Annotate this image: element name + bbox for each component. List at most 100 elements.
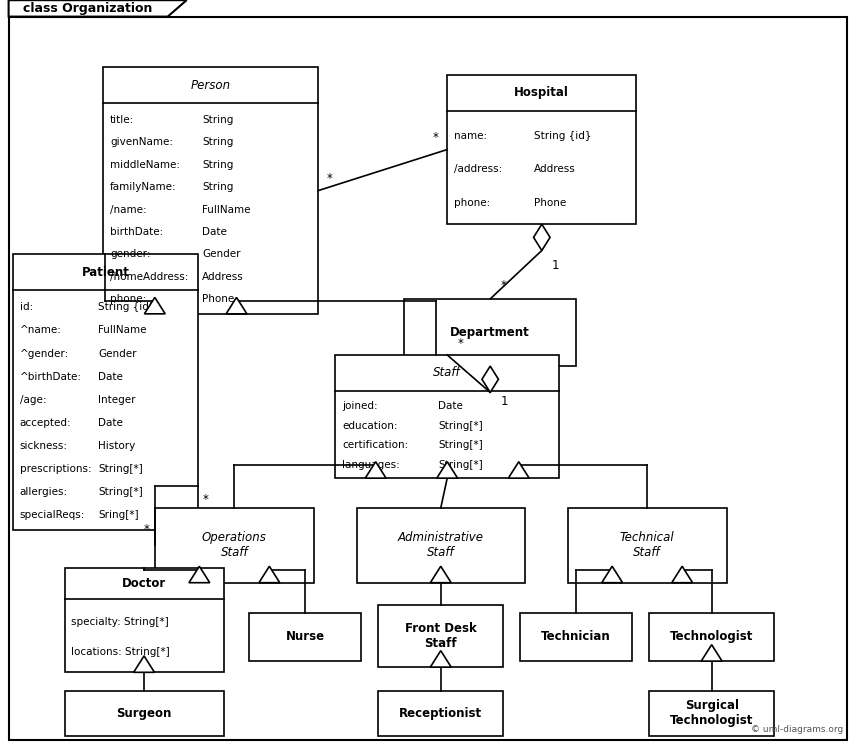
Text: Receptionist: Receptionist [399, 707, 482, 720]
Polygon shape [189, 566, 210, 583]
Text: Integer: Integer [98, 394, 136, 405]
Text: Date: Date [98, 372, 123, 382]
Text: String[*]: String[*] [98, 487, 143, 498]
Text: Surgeon: Surgeon [116, 707, 172, 720]
Text: Technologist: Technologist [670, 630, 753, 643]
Text: *: * [458, 337, 464, 350]
Text: /address:: /address: [454, 164, 502, 174]
Text: *: * [144, 524, 150, 536]
Text: languages:: languages: [342, 460, 400, 470]
Text: Surgical
Technologist: Surgical Technologist [670, 699, 753, 728]
Text: id:: id: [20, 303, 33, 312]
Text: Administrative
Staff: Administrative Staff [397, 531, 483, 560]
Text: Nurse: Nurse [286, 630, 325, 643]
Polygon shape [430, 651, 452, 667]
Text: Date: Date [439, 400, 464, 411]
Text: Person: Person [191, 79, 230, 92]
Text: Date: Date [98, 418, 123, 428]
Polygon shape [508, 462, 529, 478]
FancyBboxPatch shape [357, 508, 525, 583]
Text: Doctor: Doctor [122, 577, 166, 590]
FancyBboxPatch shape [568, 508, 727, 583]
Text: middleName:: middleName: [110, 160, 180, 170]
Text: 1: 1 [501, 395, 508, 409]
Text: phone:: phone: [110, 294, 146, 304]
FancyBboxPatch shape [378, 691, 503, 736]
Text: givenName:: givenName: [110, 137, 173, 147]
FancyBboxPatch shape [249, 613, 361, 661]
Text: Address: Address [534, 164, 576, 174]
Text: String: String [202, 182, 233, 192]
Text: education:: education: [342, 421, 398, 430]
Text: /name:: /name: [110, 205, 147, 214]
Polygon shape [672, 566, 692, 583]
Text: familyName:: familyName: [110, 182, 176, 192]
Text: *: * [327, 172, 333, 185]
Polygon shape [366, 462, 386, 478]
Text: String: String [202, 115, 233, 125]
Polygon shape [533, 224, 550, 250]
FancyBboxPatch shape [64, 691, 224, 736]
Text: locations: String[*]: locations: String[*] [71, 648, 170, 657]
FancyBboxPatch shape [155, 508, 314, 583]
Polygon shape [9, 0, 187, 16]
Text: *: * [433, 131, 439, 143]
Text: © uml-diagrams.org: © uml-diagrams.org [751, 725, 843, 734]
Text: Patient: Patient [82, 265, 129, 279]
Text: String: String [202, 137, 233, 147]
FancyBboxPatch shape [13, 254, 198, 530]
Polygon shape [133, 656, 155, 672]
Text: History: History [98, 441, 135, 451]
Polygon shape [602, 566, 623, 583]
Text: String[*]: String[*] [439, 441, 483, 450]
Polygon shape [144, 297, 165, 314]
FancyBboxPatch shape [404, 299, 576, 366]
Text: /homeAddress:: /homeAddress: [110, 272, 188, 282]
Polygon shape [259, 566, 280, 583]
Text: prescriptions:: prescriptions: [20, 464, 91, 474]
Polygon shape [226, 297, 247, 314]
Text: String {id}: String {id} [98, 303, 156, 312]
FancyBboxPatch shape [447, 75, 636, 224]
Text: Gender: Gender [98, 349, 137, 359]
Text: Date: Date [202, 227, 227, 237]
Text: Sring[*]: Sring[*] [98, 510, 138, 521]
Text: *: * [501, 279, 507, 292]
Text: Technician: Technician [541, 630, 611, 643]
Text: String: String [202, 160, 233, 170]
Polygon shape [701, 645, 722, 661]
Text: FullName: FullName [98, 326, 146, 335]
Text: ^name:: ^name: [20, 326, 62, 335]
Text: Gender: Gender [202, 249, 241, 259]
Text: gender:: gender: [110, 249, 150, 259]
Text: String[*]: String[*] [439, 460, 483, 470]
Text: accepted:: accepted: [20, 418, 71, 428]
Text: joined:: joined: [342, 400, 378, 411]
FancyBboxPatch shape [520, 613, 632, 661]
FancyBboxPatch shape [378, 605, 503, 667]
Text: name:: name: [454, 131, 488, 140]
Polygon shape [437, 462, 458, 478]
Text: Phone: Phone [534, 197, 567, 208]
Text: String {id}: String {id} [534, 131, 592, 140]
Text: String[*]: String[*] [98, 464, 143, 474]
Text: specialty: String[*]: specialty: String[*] [71, 617, 169, 627]
Text: Department: Department [451, 326, 530, 339]
Polygon shape [482, 366, 499, 392]
Text: /age:: /age: [20, 394, 46, 405]
Polygon shape [430, 566, 452, 583]
Text: Technical
Staff: Technical Staff [620, 531, 674, 560]
FancyBboxPatch shape [649, 613, 774, 661]
Text: Hospital: Hospital [514, 87, 569, 99]
FancyBboxPatch shape [335, 355, 559, 478]
Text: *: * [203, 493, 209, 506]
Text: title:: title: [110, 115, 134, 125]
Text: certification:: certification: [342, 441, 408, 450]
Text: allergies:: allergies: [20, 487, 68, 498]
Text: phone:: phone: [454, 197, 490, 208]
Text: birthDate:: birthDate: [110, 227, 163, 237]
Text: Front Desk
Staff: Front Desk Staff [405, 622, 476, 650]
Text: ^gender:: ^gender: [20, 349, 69, 359]
Text: FullName: FullName [202, 205, 250, 214]
Text: Phone: Phone [202, 294, 234, 304]
